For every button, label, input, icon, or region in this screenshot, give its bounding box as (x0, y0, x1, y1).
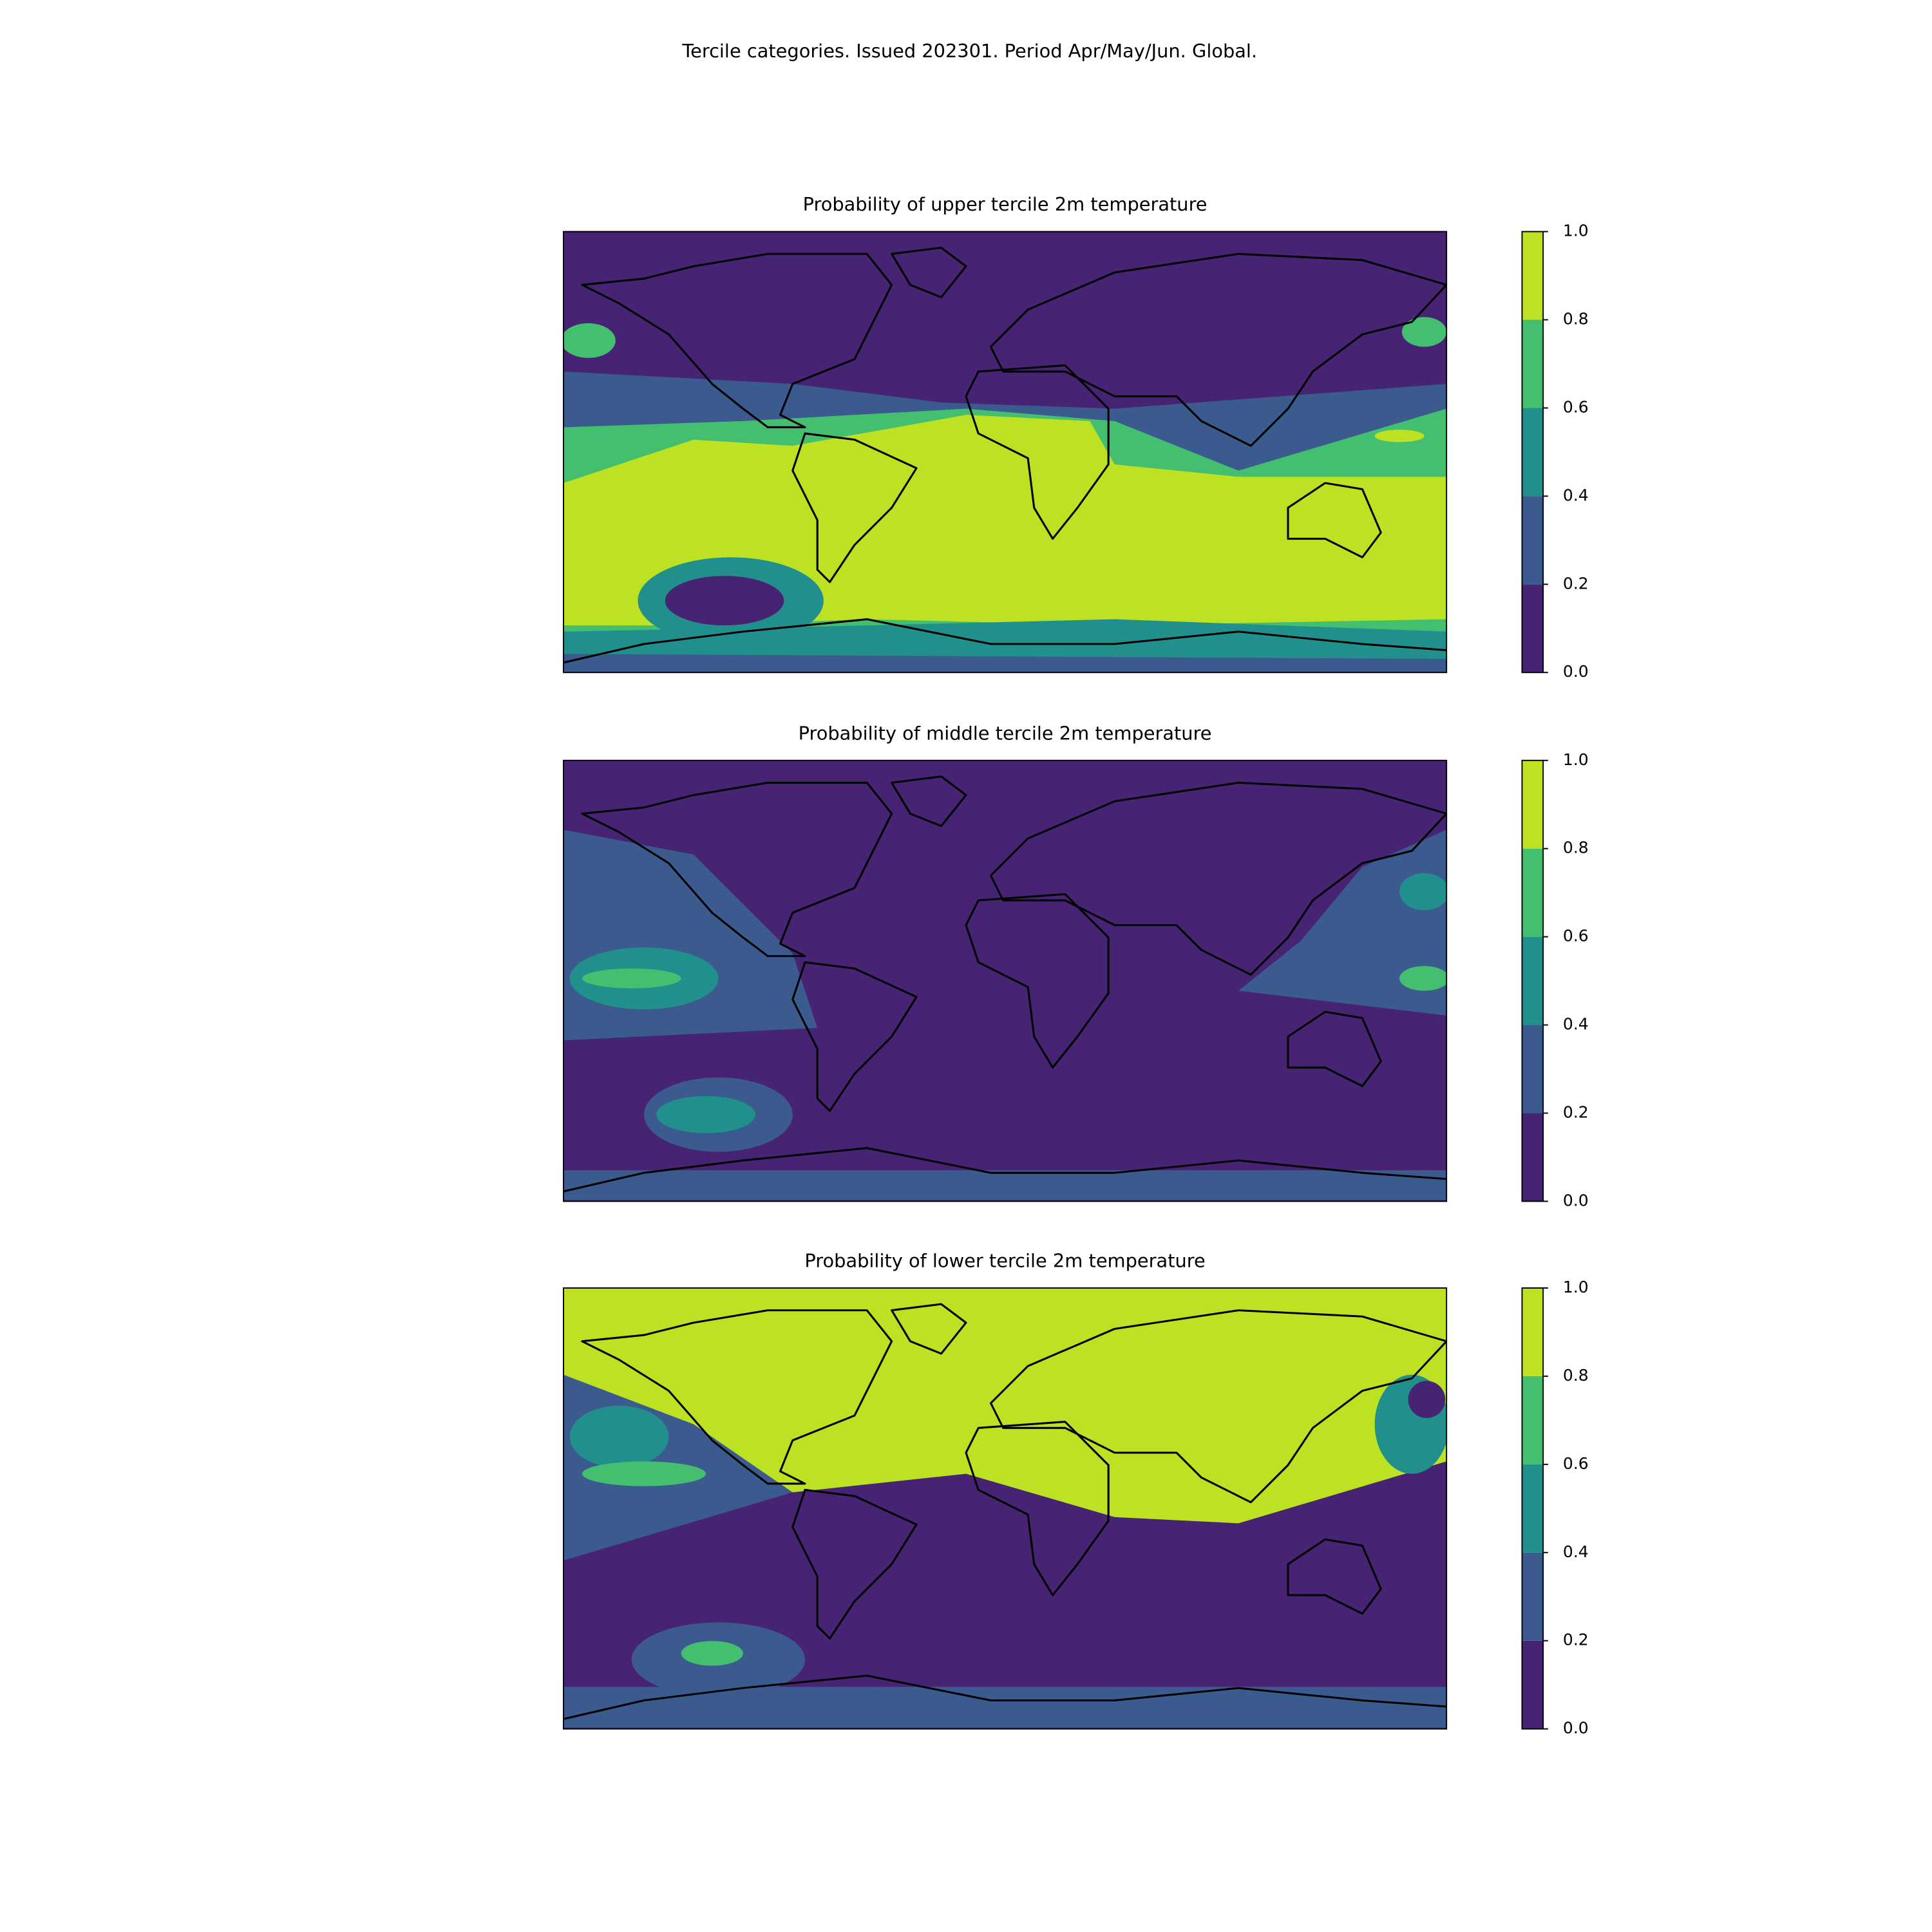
colorbar-tick-label: 1.0 (1563, 222, 1589, 240)
panel-title: Probability of upper tercile 2m temperat… (803, 193, 1208, 215)
colorbar-segment (1522, 496, 1544, 585)
field-region (564, 1687, 1447, 1728)
colorbar-tick-label: 0.0 (1563, 1191, 1589, 1209)
colorbar-segment (1522, 1288, 1544, 1376)
colorbar-tick-label: 0.8 (1563, 1366, 1589, 1385)
coastline (989, 252, 1447, 447)
coastlines (564, 247, 1447, 664)
colorbar-tick-label: 0.2 (1563, 574, 1589, 592)
coastline (891, 775, 967, 828)
coastline (989, 1309, 1447, 1504)
colorbar-segment (1522, 408, 1544, 497)
colorbar-frame (1521, 231, 1544, 674)
field-region (656, 1095, 756, 1133)
panel-title: Probability of middle tercile 2m tempera… (799, 722, 1212, 744)
colorbar-tick-label: 0.2 (1563, 1631, 1589, 1649)
colorbar-tick-label: 0.8 (1563, 838, 1589, 857)
coastline (1287, 1538, 1382, 1615)
field-region (1408, 1381, 1446, 1418)
colorbar-frame (1521, 1287, 1544, 1730)
map-frame (563, 759, 1448, 1202)
colorbar-tick-label: 1.0 (1563, 1278, 1589, 1296)
colorbar-segment (1522, 760, 1544, 849)
colorbar-segment (1522, 1640, 1544, 1729)
field-region (569, 1405, 669, 1468)
map-area (564, 231, 1447, 673)
field-region (582, 968, 681, 989)
coastline (965, 1421, 1110, 1596)
colorbar-segment (1522, 584, 1544, 673)
colorbar-tick-label: 0.0 (1563, 1719, 1589, 1738)
colorbar-tick-label: 0.6 (1563, 1454, 1589, 1473)
colorbar-segment (1522, 936, 1544, 1025)
coastline (564, 618, 1447, 664)
coastline (965, 364, 1110, 540)
coastline (1287, 482, 1382, 558)
colorbar-tick-label: 0.6 (1563, 927, 1589, 945)
colorbar-tick-label: 0.6 (1563, 397, 1589, 416)
colorbar-tick-label: 0.4 (1563, 1542, 1589, 1561)
field-region (1399, 873, 1447, 911)
map-area (564, 760, 1447, 1202)
field-region (665, 576, 784, 626)
colorbar-tick-label: 0.4 (1563, 1015, 1589, 1034)
figure-title: Tercile categories. Issued 202301. Perio… (681, 40, 1257, 62)
map-panel: Probability of middle tercile 2m tempera… (563, 722, 1589, 1209)
coastline (581, 781, 893, 958)
field-region (582, 1461, 706, 1486)
colorbar-frame (1521, 759, 1544, 1202)
colorbar-segment (1522, 1025, 1544, 1113)
coastline (891, 1303, 967, 1355)
field-region (564, 654, 1447, 673)
field-region (564, 1288, 1447, 1524)
coastlines (564, 1303, 1447, 1720)
colorbar-segment (1522, 1113, 1544, 1202)
map-area (564, 1288, 1447, 1729)
coastline (791, 432, 918, 583)
field-region (564, 1170, 1447, 1200)
colorbar-segment (1522, 848, 1544, 937)
coastline (989, 781, 1447, 976)
field-region (681, 1641, 743, 1666)
coastline (791, 961, 918, 1112)
colorbar-segment (1522, 1552, 1544, 1641)
map-frame (563, 231, 1448, 674)
coastline (581, 252, 893, 428)
colorbar-segment (1522, 1376, 1544, 1464)
map-panel: Probability of upper tercile 2m temperat… (563, 193, 1589, 681)
colorbar-tick-label: 0.8 (1563, 310, 1589, 328)
colorbar-tick-label: 0.2 (1563, 1103, 1589, 1121)
map-frame (563, 1287, 1448, 1730)
colorbar-tick-label: 1.0 (1563, 750, 1589, 769)
field-region (1401, 317, 1447, 347)
field-region (564, 323, 616, 358)
colorbar-tick-label: 0.4 (1563, 486, 1589, 504)
coastlines (564, 775, 1447, 1193)
coastline (564, 1674, 1447, 1720)
colorbar-segment (1522, 231, 1544, 320)
colorbar-segment (1522, 319, 1544, 408)
panel-title: Probability of lower tercile 2m temperat… (804, 1250, 1205, 1272)
coastline (581, 1309, 893, 1485)
coastline (965, 893, 1110, 1069)
field-region (1238, 829, 1447, 1016)
colorbar-segment (1522, 1464, 1544, 1553)
coastline (791, 1488, 918, 1640)
field-region (1399, 966, 1447, 991)
coastline (891, 247, 967, 299)
coastline (1287, 1010, 1382, 1088)
coastline (564, 1147, 1447, 1193)
colorbar-tick-label: 0.0 (1563, 662, 1589, 681)
field-region (1374, 430, 1425, 442)
map-panel: Probability of lower tercile 2m temperat… (563, 1250, 1589, 1738)
